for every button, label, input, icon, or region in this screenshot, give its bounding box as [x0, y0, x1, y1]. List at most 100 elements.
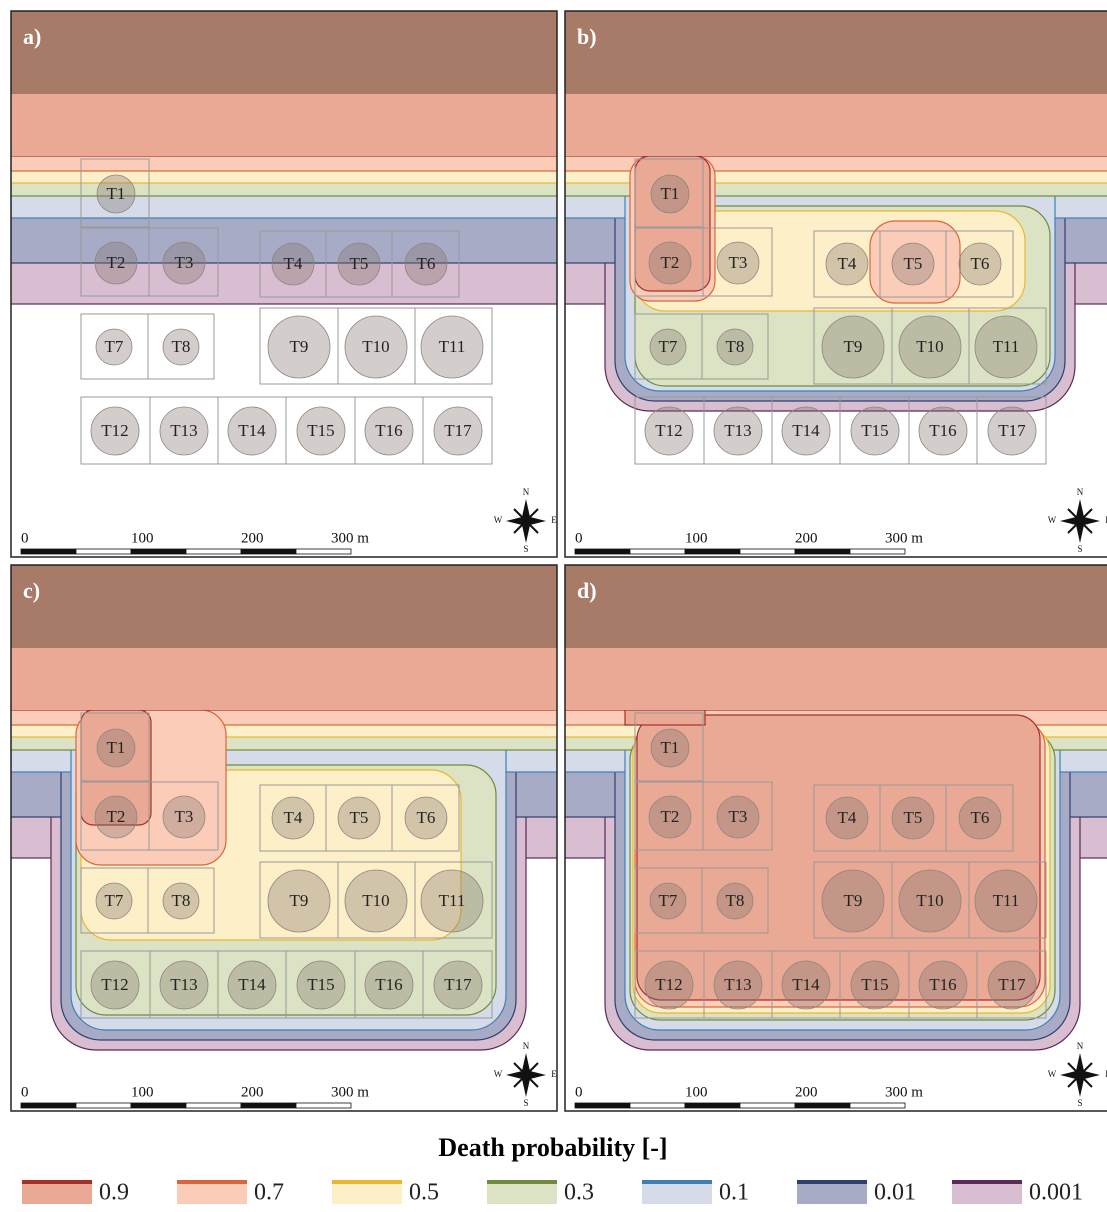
- tank: [821, 315, 885, 379]
- panel-label: d): [577, 578, 597, 603]
- tank-label: T17: [998, 975, 1026, 994]
- tank: [95, 882, 133, 920]
- scale-label: 300 m: [885, 530, 923, 546]
- tank: [974, 315, 1038, 379]
- tank-label: T10: [916, 337, 943, 356]
- scale-segment: [739, 1102, 796, 1109]
- scale-label: 100: [131, 530, 154, 546]
- tank-label: T5: [350, 808, 369, 827]
- tank-bund: [701, 867, 769, 934]
- legend-label: 0.7: [254, 1180, 284, 1206]
- tank-label: T3: [729, 807, 748, 826]
- scale-label: 0: [575, 530, 583, 546]
- compass-letter: E: [551, 1069, 557, 1079]
- tank: [781, 406, 831, 456]
- legend-swatch: [487, 1182, 557, 1204]
- tank-bund: [976, 396, 1047, 465]
- tank-label: T10: [362, 891, 389, 910]
- tank-bund: [634, 158, 704, 228]
- contour-zone: [636, 714, 1041, 1001]
- scale-segment: [295, 1102, 352, 1109]
- map-content: T1 T2 T3 T4 T5 T6 T7 T8 T9 T10 T11 T12 T13 T14 T15 T16 T…: [565, 565, 1107, 1111]
- tank-bund: [945, 230, 1014, 298]
- tank: [825, 242, 869, 286]
- tank: [90, 960, 140, 1010]
- tank-label: T6: [417, 254, 436, 273]
- tank: [650, 174, 690, 214]
- tank: [296, 406, 346, 456]
- tank-label: T1: [107, 738, 126, 757]
- tank: [649, 882, 687, 920]
- tank-bund: [422, 396, 493, 465]
- legend-line: [952, 1180, 1022, 1184]
- tank-label: T7: [659, 891, 678, 910]
- tank-label: T11: [439, 891, 466, 910]
- tank-bund: [976, 950, 1047, 1019]
- legend-swatch: [22, 1182, 92, 1204]
- tank-label: T14: [792, 421, 820, 440]
- tank-label: T9: [290, 891, 309, 910]
- compass-star-minor: [1067, 1062, 1093, 1088]
- scale-segment: [185, 1102, 242, 1109]
- compass-letter: S: [523, 544, 528, 554]
- tank: [918, 406, 968, 456]
- tank-bund: [391, 784, 460, 852]
- tank: [987, 406, 1037, 456]
- legend-line: [177, 1180, 247, 1184]
- brown-zone: [565, 565, 1107, 648]
- tank-label: T15: [307, 975, 334, 994]
- tank-label: T10: [916, 891, 943, 910]
- tank-label: T4: [838, 254, 857, 273]
- tank-label: T12: [655, 421, 682, 440]
- tank: [94, 241, 138, 285]
- tank-bund: [968, 307, 1047, 385]
- scale-segment: [295, 548, 352, 555]
- tank-bund: [968, 861, 1047, 939]
- salmon-zone: [11, 648, 557, 710]
- tank: [433, 960, 483, 1010]
- tank-label: T9: [844, 337, 863, 356]
- tank-bund: [702, 227, 773, 297]
- tank-label: T14: [238, 421, 266, 440]
- tank-label: T1: [661, 184, 680, 203]
- tank: [96, 174, 136, 214]
- tank-label: T12: [101, 975, 128, 994]
- compass-star-minor: [513, 508, 539, 534]
- compass-letter: W: [1048, 515, 1057, 525]
- compass-letter: W: [1048, 1069, 1057, 1079]
- tank-label: T2: [661, 807, 680, 826]
- tank-bund: [634, 712, 704, 782]
- scale-segment: [684, 548, 741, 555]
- map-panel: T1 T2 T3 T4 T5 T6 T7 T8 T9 T10 T11 T12 T13 T14 T15 T16 T…: [10, 564, 558, 1112]
- scale-segment: [629, 548, 686, 555]
- tank: [420, 869, 484, 933]
- tank: [162, 795, 206, 839]
- map-panel: T1 T2 T3 T4 T5 T6 T7 T8 T9 T10 T11 T12 T13 T14 T15 T16 T…: [564, 10, 1107, 558]
- tank-label: T1: [107, 184, 126, 203]
- legend-label: 0.001: [1029, 1180, 1083, 1206]
- tank-label: T10: [362, 337, 389, 356]
- map-content: T1 T2 T3 T4 T5 T6 T7 T8 T9 T10 T11 T12 T13 T14 T15 T16 T…: [565, 11, 1107, 557]
- tank: [90, 406, 140, 456]
- tank-bund: [148, 781, 219, 851]
- scale-label: 100: [685, 1084, 708, 1100]
- brown-zone: [11, 565, 557, 648]
- contour-zone: [869, 220, 961, 304]
- scale-label: 200: [795, 530, 818, 546]
- tank: [644, 406, 694, 456]
- tank: [364, 406, 414, 456]
- tank: [958, 242, 1002, 286]
- scale-segment: [794, 1102, 851, 1109]
- compass-letter: N: [1077, 1041, 1084, 1051]
- tank-label: T16: [929, 975, 956, 994]
- legend-label: 0.01: [874, 1180, 916, 1206]
- tank: [713, 406, 763, 456]
- scale-segment: [574, 548, 631, 555]
- tank: [159, 406, 209, 456]
- tank: [344, 869, 408, 933]
- brown-zone: [11, 11, 557, 94]
- map-panel: T1 T2 T3 T4 T5 T6 T7 T8 T9 T10 T11 T12 T13 T14 T15 T16 T…: [10, 10, 558, 558]
- tank: [716, 882, 754, 920]
- tank-label: T5: [350, 254, 369, 273]
- scale-segment: [185, 548, 242, 555]
